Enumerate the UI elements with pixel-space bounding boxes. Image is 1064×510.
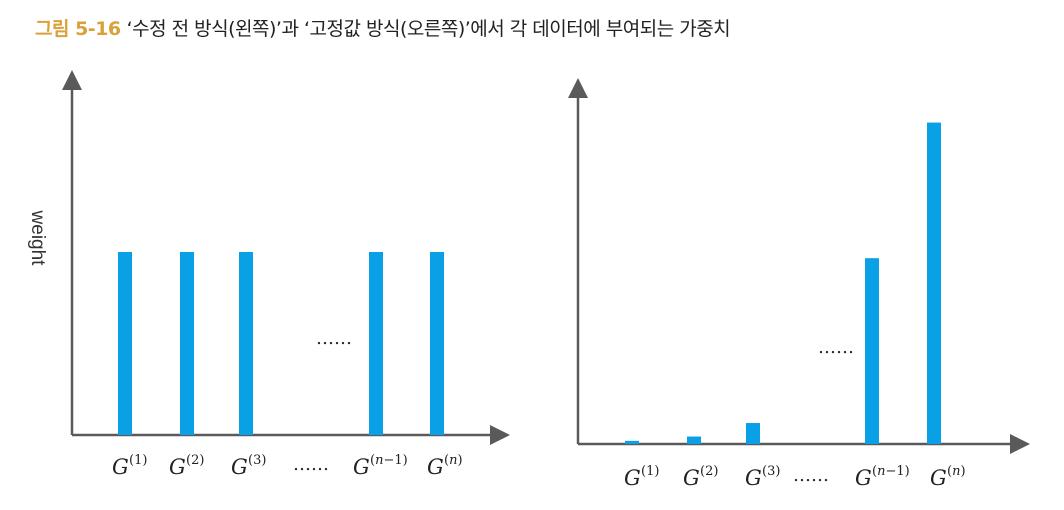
x-tick-label: G [855, 466, 872, 490]
x-tick-label: G [169, 455, 186, 479]
bar [865, 258, 879, 444]
figure-caption: 그림 5-16 ‘수정 전 방식(왼쪽)’과 ‘고정값 방식(오른쪽)’에서 각 … [35, 14, 731, 41]
x-tick-superscript: (3) [762, 464, 780, 479]
x-tick-superscript: (2) [186, 453, 204, 468]
x-tick-label: G [427, 455, 444, 479]
x-tick-label: G [683, 466, 700, 490]
bar [430, 252, 444, 435]
plot-ellipsis: …… [818, 337, 854, 358]
left-chart: ……G (1) G (2) G (3)…… G (n−1) G (n)weight [27, 70, 510, 479]
x-tick-superscript: (n−1) [370, 453, 408, 468]
bar [927, 122, 941, 444]
x-tick-label: G [112, 455, 129, 479]
x-tick-superscript: (2) [700, 464, 718, 479]
x-axis-arrow [1010, 434, 1030, 454]
bar [118, 252, 132, 435]
x-tick-superscript: (1) [641, 464, 659, 479]
plot-ellipsis: …… [316, 328, 352, 349]
x-tick-label: G [231, 455, 248, 479]
x-tick-label: G [624, 466, 641, 490]
x-tick-superscript: (n−1) [872, 464, 910, 479]
x-tick-ellipsis: …… [793, 465, 829, 486]
x-tick-label: G [930, 466, 947, 490]
x-tick-superscript: (1) [129, 453, 147, 468]
x-tick-ellipsis: …… [293, 454, 329, 475]
y-axis-arrow [568, 78, 588, 98]
figure-title: ‘수정 전 방식(왼쪽)’과 ‘고정값 방식(오른쪽)’에서 각 데이터에 부여… [126, 18, 731, 40]
right-chart: ……G (1) G (2) G (3)…… G (n−1) G (n) [568, 78, 1030, 490]
x-axis-arrow [490, 425, 510, 445]
bar [180, 252, 194, 435]
bar [625, 440, 639, 444]
figure-number: 그림 5-16 [35, 18, 121, 40]
x-tick-superscript: (n) [444, 453, 463, 468]
x-tick-label: G [353, 455, 370, 479]
x-tick-superscript: (3) [248, 453, 266, 468]
bar [746, 423, 760, 444]
y-axis-arrow [62, 70, 82, 90]
bar [239, 252, 253, 435]
x-tick-label: G [745, 466, 762, 490]
bar [369, 252, 383, 435]
x-tick-superscript: (n) [947, 464, 966, 479]
bar [687, 436, 701, 444]
y-axis-label: weight [27, 210, 48, 267]
